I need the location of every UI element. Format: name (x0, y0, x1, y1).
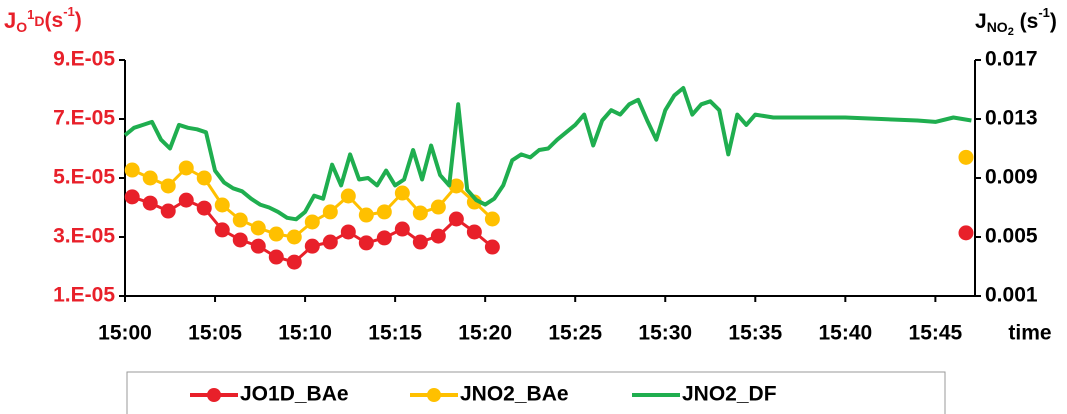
y2-tick-label: 0.017 (985, 48, 1038, 71)
data-point (124, 189, 140, 205)
data-point (394, 185, 410, 201)
data-point (286, 254, 302, 270)
data-point (322, 234, 338, 250)
y-tick-label: 5.E-05 (53, 166, 115, 189)
legend-label: JNO2_BAe (460, 383, 569, 406)
legend-label: JO1D_BAe (240, 383, 349, 406)
y-axis-title-part: ) (75, 9, 82, 32)
data-point (250, 220, 266, 236)
y-axis-title-part: O (16, 19, 27, 35)
legend-label: JNO2_DF (682, 383, 777, 406)
y2-tick-label: 0.013 (985, 107, 1038, 130)
y2-axis-title-part: 2 (1008, 26, 1014, 38)
legend-swatch-marker (207, 388, 221, 402)
data-point (268, 226, 284, 242)
y-tick-label: 3.E-05 (53, 225, 115, 248)
data-point (466, 224, 482, 240)
data-point (448, 211, 464, 227)
data-point (466, 194, 482, 210)
x-tick-label: 15:45 (909, 322, 963, 345)
data-point (394, 221, 410, 237)
data-point (484, 239, 500, 255)
data-point (358, 207, 374, 223)
data-point (268, 249, 284, 265)
y2-axis-title-part: J (975, 10, 987, 33)
data-point (358, 235, 374, 251)
y2-tick-label: 0.001 (985, 284, 1038, 307)
y-axis-title: JO1D(s-1) (4, 4, 82, 34)
series-line (123, 86, 972, 222)
y-axis-title-part: (s (45, 9, 64, 32)
data-point (142, 195, 158, 211)
data-point (448, 178, 464, 194)
data-point (430, 228, 446, 244)
data-point (376, 204, 392, 220)
data-point (178, 192, 194, 208)
x-tick-label: 15:30 (638, 322, 692, 345)
x-axis-title: time (1008, 322, 1051, 345)
x-tick-label: 15:15 (368, 322, 422, 345)
data-point (304, 214, 320, 230)
x-tick-label: 15:20 (458, 322, 512, 345)
data-point (250, 238, 266, 254)
data-point (412, 205, 428, 221)
x-tick-label: 15:25 (548, 322, 602, 345)
data-point (376, 230, 392, 246)
data-point (178, 160, 194, 176)
data-point (232, 212, 248, 228)
data-point (412, 234, 428, 250)
data-point (286, 229, 302, 245)
x-tick-label: 15:00 (98, 322, 152, 345)
data-point (340, 188, 356, 204)
y-tick-label: 7.E-05 (53, 107, 115, 130)
y2-axis-title-part: ) (1050, 10, 1057, 33)
y2-axis-title-part: NO (987, 19, 1008, 35)
data-point (160, 178, 176, 194)
data-point (340, 224, 356, 240)
x-tick-label: 15:40 (818, 322, 872, 345)
y-axis-title-part: D (34, 13, 44, 29)
data-point (958, 149, 974, 165)
data-point (484, 211, 500, 227)
y-axis-title-part: J (4, 8, 16, 33)
data-point (958, 225, 974, 241)
x-tick-label: 15:35 (728, 322, 782, 345)
data-point (124, 162, 140, 178)
data-point (160, 203, 176, 219)
data-point (304, 238, 320, 254)
legend-swatch-marker (427, 388, 441, 402)
data-point (232, 232, 248, 248)
data-point (322, 204, 338, 220)
x-tick-label: 15:05 (188, 322, 242, 345)
y-tick-label: 9.E-05 (53, 48, 115, 71)
data-point (196, 170, 212, 186)
y2-tick-label: 0.009 (985, 166, 1038, 189)
data-point (214, 222, 230, 238)
data-point (214, 197, 230, 213)
data-point (430, 199, 446, 215)
y2-axis-title: JNO2 (s-1) (975, 5, 1057, 37)
y2-axis-title-part: (s (1014, 10, 1039, 33)
data-point (196, 200, 212, 216)
legend-box (126, 371, 946, 414)
y2-axis-title-part: -1 (1038, 5, 1050, 20)
data-point (142, 170, 158, 186)
y-axis-title-part: 1 (27, 7, 34, 22)
y2-tick-label: 0.005 (985, 225, 1038, 248)
y-axis-title-part: -1 (63, 4, 75, 19)
x-tick-label: 15:10 (278, 322, 332, 345)
y-tick-label: 1.E-05 (53, 284, 115, 307)
